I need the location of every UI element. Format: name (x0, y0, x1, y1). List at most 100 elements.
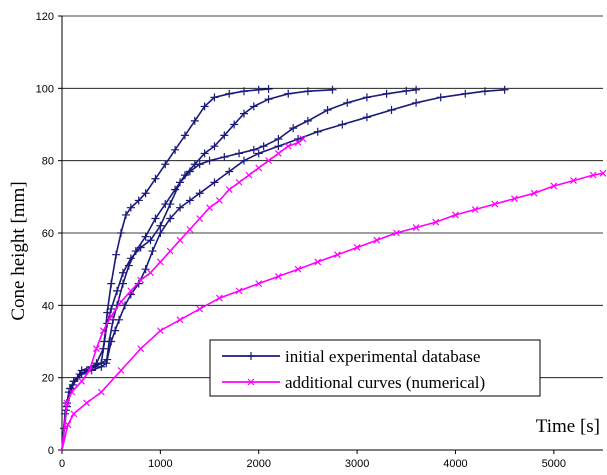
data-point-plus (230, 120, 239, 129)
data-point-plus (120, 301, 129, 310)
legend-label: initial experimental database (285, 347, 480, 366)
data-point-plus (220, 131, 229, 140)
data-point-plus (107, 279, 116, 288)
data-point-plus (77, 366, 86, 375)
y-tick-label: 60 (42, 228, 54, 240)
data-point-plus (176, 203, 185, 212)
data-point-plus (107, 304, 116, 313)
data-point-plus (107, 337, 116, 346)
series-line (61, 138, 304, 451)
series-line (61, 172, 604, 451)
data-point-cross (452, 211, 459, 219)
y-tick-label: 120 (36, 11, 54, 23)
data-point-plus (111, 326, 120, 335)
data-point-plus (274, 142, 283, 151)
data-point-cross (137, 345, 145, 353)
data-point-plus (141, 265, 150, 274)
data-point-cross (255, 280, 263, 288)
data-point-plus (235, 149, 244, 158)
y-tick-label: 40 (42, 300, 54, 312)
data-point-plus (200, 102, 209, 111)
data-point-plus (220, 153, 229, 162)
data-point-plus (303, 87, 312, 96)
data-point-cross (284, 142, 292, 150)
data-point-plus (146, 236, 155, 245)
data-point-plus (185, 167, 194, 176)
data-point-plus (200, 149, 209, 158)
series-4 (61, 135, 307, 451)
data-point-cross (63, 399, 71, 407)
data-point-plus (500, 85, 509, 94)
data-point-plus (121, 210, 130, 219)
data-point-plus (166, 200, 175, 209)
data-point-plus (239, 109, 248, 118)
data-point-plus (151, 174, 160, 183)
series-group (59, 85, 607, 451)
data-point-cross (215, 197, 223, 204)
x-tick-label: 1000 (148, 458, 172, 470)
data-point-cross (64, 421, 72, 429)
data-point-cross (176, 316, 184, 324)
data-point-cross (78, 377, 86, 385)
data-point-cross (97, 388, 105, 396)
series-3 (61, 85, 509, 451)
data-point-plus (239, 156, 248, 165)
data-point-plus (402, 86, 411, 95)
data-point-plus (239, 87, 248, 96)
data-point-cross (491, 200, 499, 208)
data-point-plus (126, 203, 135, 212)
data-point-plus (225, 167, 234, 176)
data-point-cross (107, 312, 115, 320)
data-point-cross (86, 367, 93, 374)
data-point-cross (235, 287, 243, 295)
x-tick-label: 2000 (246, 458, 270, 470)
data-point-plus (264, 85, 273, 94)
data-point-cross (176, 236, 184, 244)
data-point-plus (134, 196, 143, 205)
y-axis-label: Cone height [mm] (8, 181, 29, 320)
y-tick-label: 80 (42, 156, 54, 168)
legend: initial experimental database additional … (209, 339, 541, 397)
data-point-plus (205, 156, 214, 165)
data-point-plus (180, 131, 189, 140)
data-point-cross (373, 236, 381, 244)
data-point-plus (195, 189, 204, 198)
data-point-plus (362, 113, 371, 122)
data-point-plus (118, 268, 127, 277)
data-point-cross (83, 399, 91, 407)
data-point-plus (387, 106, 396, 115)
x-tick-label: 5000 (542, 458, 566, 470)
x-tick-label: 3000 (345, 458, 369, 470)
data-point-plus (323, 106, 332, 115)
x-axis-label: Time [s] (536, 416, 600, 437)
data-point-plus (274, 134, 283, 143)
data-point-plus (382, 89, 391, 98)
y-tick-label: 100 (36, 83, 54, 95)
data-point-plus (412, 85, 421, 94)
data-point-cross (570, 177, 577, 184)
data-point-plus (259, 142, 268, 151)
data-point-plus (247, 352, 255, 360)
data-point-cross (265, 157, 272, 165)
data-point-plus (338, 120, 347, 129)
data-point-plus (210, 142, 219, 151)
legend-item: initial experimental database (222, 347, 480, 366)
data-point-cross (235, 178, 243, 186)
data-point-cross (393, 229, 400, 237)
legend-label: additional curves (numerical) (285, 373, 485, 392)
data-point-cross (70, 410, 78, 418)
data-point-cross (225, 186, 233, 194)
data-point-plus (166, 214, 175, 223)
data-point-cross (314, 258, 322, 266)
data-point-plus (136, 243, 145, 252)
data-point-cross (137, 276, 145, 284)
data-point-plus (156, 229, 165, 237)
tick-labels: 0 20 40 60 80 100 120 0 1000 2000 3000 4000 5000 (36, 11, 566, 470)
data-point-cross (530, 189, 538, 197)
data-point-plus (313, 127, 322, 136)
data-point-plus (343, 98, 352, 107)
data-point-cross (68, 388, 76, 396)
data-point-cross (147, 269, 154, 277)
data-point-cross (117, 298, 125, 306)
